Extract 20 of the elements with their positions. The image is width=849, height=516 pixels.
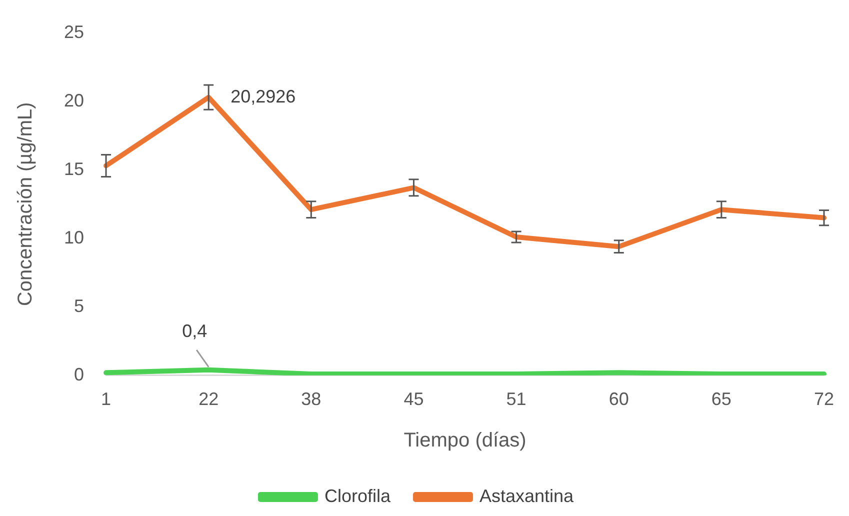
x-tick-label: 1: [101, 389, 112, 410]
x-tick-label: 72: [814, 389, 834, 410]
x-tick-label: 65: [711, 389, 732, 410]
y-tick-label: 10: [64, 227, 84, 248]
legend-label: Astaxantina: [479, 486, 575, 506]
y-axis-title: Concentración (µg/mL): [14, 102, 37, 306]
data-label: 0,4: [182, 320, 208, 341]
y-tick-label: 15: [64, 158, 84, 179]
x-tick-label: 45: [404, 389, 424, 410]
x-tick-label: 60: [608, 389, 629, 410]
x-tick-label: 38: [301, 389, 322, 410]
legend-label: Clorofila: [324, 486, 392, 506]
x-tick-label: 51: [506, 389, 526, 410]
y-tick-label: 20: [64, 90, 84, 110]
x-tick-label: 22: [198, 389, 219, 410]
y-tick-label: 0: [74, 364, 84, 384]
data-label: 20,2926: [230, 86, 296, 106]
x-axis-title: Tiempo (días): [404, 430, 526, 452]
y-tick-label: 5: [74, 296, 84, 316]
y-tick-label: 25: [64, 22, 84, 42]
